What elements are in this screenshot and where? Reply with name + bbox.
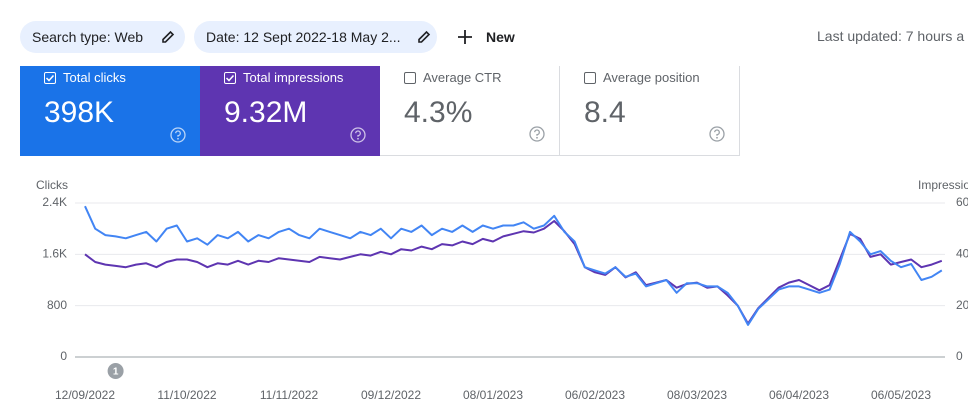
metric-value: 9.32M: [224, 96, 308, 129]
checkbox[interactable]: [224, 72, 236, 84]
metric-label: Average CTR: [423, 70, 502, 85]
x-tick-label: 06/04/2023: [769, 388, 829, 402]
y2-axis-title: Impressions: [918, 178, 968, 192]
y2-tick-label: 40K: [956, 247, 968, 261]
metric-card[interactable]: Average position 8.4: [560, 66, 740, 156]
y-tick-label: 2.4K: [42, 195, 67, 209]
new-button[interactable]: New: [486, 29, 515, 45]
metric-card[interactable]: Total clicks 398K: [20, 66, 200, 156]
y2-tick-label: 20K: [956, 298, 968, 312]
annotation-marker: [107, 363, 124, 379]
date-chip[interactable]: Date: 12 Sept 2022-18 May 2...: [194, 21, 437, 53]
help-icon[interactable]: [709, 126, 725, 142]
edit-icon: [162, 30, 175, 43]
x-tick-label: 08/01/2023: [463, 388, 523, 402]
y2-tick-label: 60K: [956, 195, 968, 209]
chart: Clicks Impressions 0 800 1.6K 2.4K 0 20K 40K 60…: [36, 178, 968, 402]
metric-label: Total impressions: [243, 70, 344, 85]
checkbox[interactable]: [584, 72, 596, 84]
plus-icon[interactable]: [458, 30, 472, 44]
help-icon[interactable]: [350, 127, 366, 143]
help-icon[interactable]: [170, 127, 186, 143]
date-text: Date: 12 Sept 2022-18 May 2...: [206, 29, 401, 45]
checkbox[interactable]: [404, 72, 416, 84]
metric-card[interactable]: Total impressions 9.32M: [200, 66, 380, 156]
y-tick-label: 800: [47, 298, 67, 312]
series-line: [84, 205, 943, 326]
metric-value: 4.3%: [404, 96, 473, 129]
x-tick-label: 11/10/2022: [157, 388, 216, 402]
last-updated: Last updated: 7 hours a: [817, 28, 965, 44]
x-tick-label: 12/09/2022: [55, 388, 115, 402]
x-tick-label: 11/11/2022: [260, 388, 319, 402]
metric-value: 398K: [44, 96, 115, 129]
edit-icon: [418, 30, 431, 43]
annotation-label: 1: [113, 367, 119, 378]
help-icon[interactable]: [529, 126, 545, 142]
x-tick-label: 08/03/2023: [667, 388, 727, 402]
checkbox[interactable]: [44, 72, 56, 84]
y-tick-label: 1.6K: [42, 247, 67, 261]
y2-tick-label: 0: [956, 349, 963, 363]
metric-card[interactable]: Average CTR 4.3%: [380, 66, 560, 156]
metric-label: Average position: [603, 70, 700, 85]
x-tick-label: 06/05/2023: [871, 388, 931, 402]
search-type-text: Search type: Web: [32, 29, 144, 45]
series-line: [84, 220, 943, 325]
y-tick-label: 0: [60, 349, 67, 363]
x-tick-label: 06/02/2023: [565, 388, 625, 402]
x-tick-label: 09/12/2022: [361, 388, 421, 402]
metric-label: Total clicks: [63, 70, 126, 85]
y-axis-title: Clicks: [36, 178, 68, 192]
metric-value: 8.4: [584, 96, 626, 129]
search-type-chip[interactable]: Search type: Web: [20, 21, 185, 53]
